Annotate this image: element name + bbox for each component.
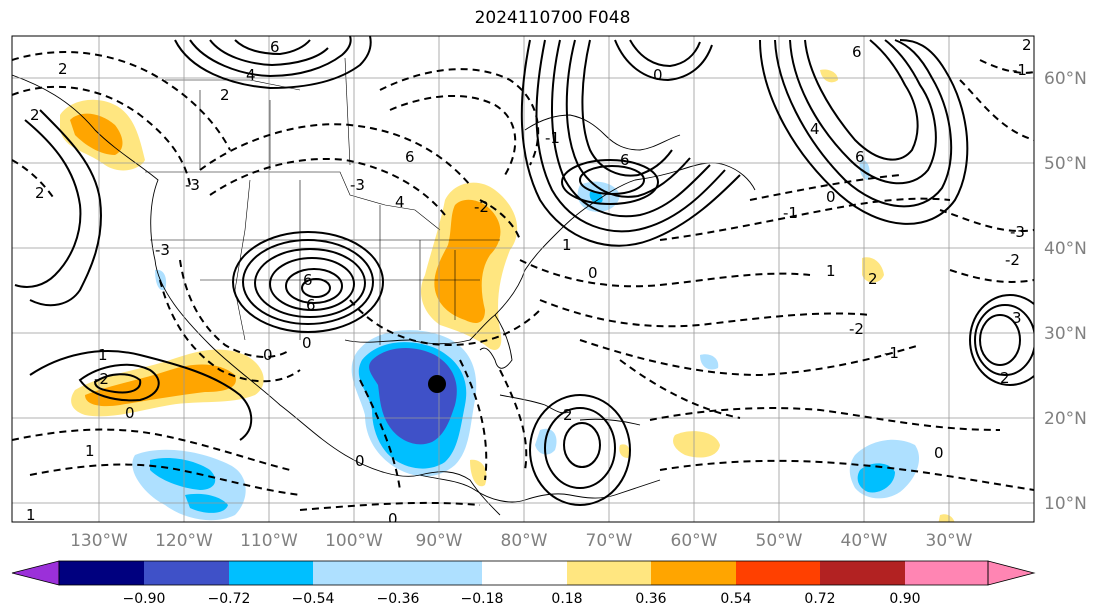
colorbar-segment — [313, 561, 398, 585]
low-center-dot — [428, 375, 446, 393]
contour-label: -2 — [1005, 251, 1020, 269]
colorbar-segment — [820, 561, 905, 585]
lat-label-60n: 60°N — [1044, 69, 1087, 89]
contour-label: 0 — [588, 264, 598, 282]
colorbar-segment — [736, 561, 820, 585]
contour-label: 3 — [1012, 309, 1022, 327]
lon-label-90w: 90°W — [416, 531, 463, 551]
contour-label: 1 — [26, 506, 36, 524]
contour-label: -2 — [474, 198, 489, 216]
negative-contours — [12, 51, 1034, 511]
contour-label: 1 — [562, 236, 572, 254]
contour-label: 2 — [563, 406, 573, 424]
latitude-labels: 60°N 50°N 40°N 30°N 20°N 10°N — [1044, 69, 1087, 514]
colorbar-tick: 0.36 — [635, 591, 666, 607]
contour-label: -1 — [884, 344, 899, 362]
contour-label: 2 — [58, 60, 68, 78]
contour-label: 0 — [653, 66, 663, 84]
contour-label: 4 — [246, 66, 256, 84]
contour-label: -2 — [94, 370, 109, 388]
colorbar-tick: 0.90 — [889, 591, 920, 607]
colorbar-tick: 0.18 — [551, 591, 582, 607]
colorbar-tick: −0.18 — [461, 591, 504, 607]
colorbar-segment — [398, 561, 482, 585]
contour-label: -3 — [155, 241, 170, 259]
colorbar-tick: −0.90 — [123, 591, 166, 607]
colorbar-segment — [229, 561, 313, 585]
contour-label: -2 — [849, 320, 864, 338]
contour-label: 6 — [306, 296, 316, 314]
contour-label: 4 — [395, 193, 405, 211]
contour-label: -1 — [545, 129, 560, 147]
colorbar-segment — [144, 561, 229, 585]
contour-label: 0 — [263, 346, 273, 364]
map-title: 2024110700 F048 — [474, 8, 631, 28]
contour-label: 2 — [1022, 36, 1032, 54]
contour-label: 6 — [852, 43, 862, 61]
lon-label-130w: 130°W — [70, 531, 128, 551]
contour-label: 2 — [868, 270, 878, 288]
contour-label: -1 — [1012, 61, 1027, 79]
lon-label-40w: 40°W — [841, 531, 888, 551]
colorbar-segment — [905, 561, 988, 585]
contour-label: 0 — [355, 452, 365, 470]
contour-label: 0 — [826, 188, 836, 206]
contour-label: 6 — [405, 148, 415, 166]
lon-label-50w: 50°W — [756, 531, 803, 551]
contour-label: 1 — [826, 262, 836, 280]
contour-label: -1 — [783, 204, 798, 222]
lon-label-70w: 70°W — [586, 531, 633, 551]
colorbar-tick: 0.54 — [720, 591, 751, 607]
colorbar-extend-max — [987, 560, 1036, 586]
colorbar-extend-min — [11, 560, 60, 586]
lon-label-120w: 120°W — [155, 531, 213, 551]
colorbar-segment — [567, 561, 651, 585]
contour-label: 2 — [35, 184, 45, 202]
colorbar-segment — [651, 561, 736, 585]
contour-labels: 2 6 4 2 6 4 2 -3 6 -3 2 6 1 -2 0 6 4 6 6… — [26, 36, 1032, 528]
contour-label: 4 — [810, 120, 820, 138]
lon-label-60w: 60°W — [671, 531, 718, 551]
positive-contours — [14, 36, 1034, 506]
contour-label: 0 — [302, 334, 312, 352]
contour-label: 2 — [220, 86, 230, 104]
lat-label-50n: 50°N — [1044, 154, 1087, 174]
contour-label: 0 — [125, 404, 135, 422]
lat-label-30n: 30°N — [1044, 324, 1087, 344]
contour-label: 6 — [303, 271, 313, 289]
contour-label: 2 — [30, 106, 40, 124]
contour-label: 1 — [85, 442, 95, 460]
colorbar-tick: −0.72 — [208, 591, 251, 607]
map-frame — [11, 35, 1035, 523]
graticule — [12, 36, 1034, 522]
contour-label: 6 — [270, 38, 280, 56]
contour-label: 2 — [1000, 369, 1010, 387]
contour-label: -3 — [1010, 223, 1025, 241]
lon-label-80w: 80°W — [501, 531, 548, 551]
contour-label: -3 — [185, 176, 200, 194]
lat-label-20n: 20°N — [1044, 409, 1087, 429]
contour-label: -3 — [350, 176, 365, 194]
colorbar-tick: −0.36 — [377, 591, 420, 607]
lon-label-110w: 110°W — [240, 531, 298, 551]
contour-label: 6 — [855, 148, 865, 166]
colorbar-segment — [482, 561, 567, 585]
colorbar-tick: 0.72 — [804, 591, 835, 607]
longitude-labels: 130°W 120°W 110°W 100°W 90°W 80°W 70°W 6… — [70, 531, 973, 551]
lat-label-40n: 40°N — [1044, 239, 1087, 259]
contour-label: 0 — [934, 444, 944, 462]
contour-label: 1 — [98, 346, 108, 364]
contour-label: 0 — [388, 510, 398, 528]
lat-label-10n: 10°N — [1044, 494, 1087, 514]
colorbar-tick: −0.54 — [292, 591, 335, 607]
colorbar-segment — [59, 561, 144, 585]
lon-label-100w: 100°W — [325, 531, 383, 551]
contour-label: 6 — [620, 151, 630, 169]
lon-label-30w: 30°W — [926, 531, 973, 551]
colorbar: −0.90 −0.72 −0.54 −0.36 −0.18 0.18 0.36 … — [11, 560, 1036, 607]
